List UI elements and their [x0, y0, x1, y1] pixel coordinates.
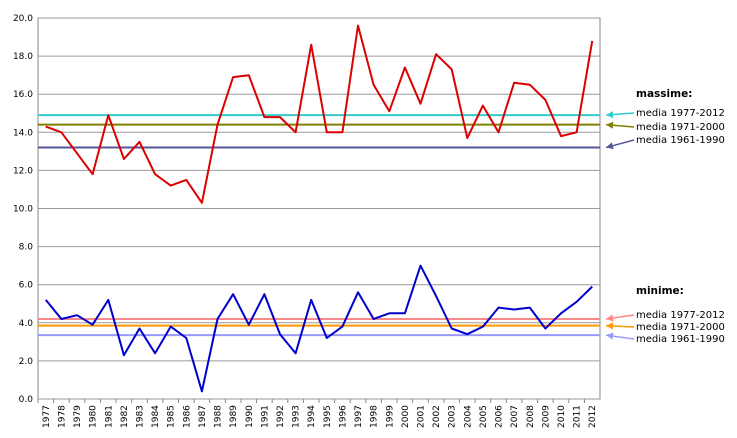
x-tick-label: 1980: [89, 405, 99, 428]
x-tick-label: 1993: [292, 405, 302, 428]
x-tick-label: 2001: [416, 405, 426, 428]
x-tick-label: 2006: [495, 405, 505, 428]
x-tick-label: 2008: [526, 405, 536, 428]
x-tick-label: 2004: [463, 405, 473, 428]
y-tick-label: 18.0: [13, 52, 33, 62]
legend-max-title: massime:: [636, 88, 692, 100]
x-tick-label: 1992: [276, 405, 286, 428]
legend-arrow-head: [606, 121, 614, 129]
series-line-min: [45, 264, 593, 393]
y-axis-tick-labels: 0.0 2.0 4.0 6.0 8.0 10.0 12.0 14.0 16.0 18.0 20.0: [13, 14, 33, 405]
y-tick-label: 12.0: [13, 166, 33, 176]
x-tick-label: 1994: [307, 405, 317, 428]
x-tick-label: 1989: [229, 405, 239, 428]
x-tick-label: 1988: [214, 405, 224, 428]
x-tick-label: 1984: [151, 405, 161, 428]
x-tick-label: 2010: [557, 405, 567, 428]
x-tick-label: 2007: [510, 405, 520, 428]
x-tick-label: 1983: [135, 405, 145, 428]
legend-entry-label: media 1961-1990: [636, 334, 725, 345]
y-tick-label: 2.0: [19, 357, 34, 367]
series-line-max: [45, 24, 594, 204]
y-tick-label: 6.0: [19, 281, 34, 291]
legend-entry-label: media 1961-1990: [636, 135, 725, 146]
x-tick-label: 1990: [245, 405, 255, 428]
y-tick-label: 4.0: [19, 319, 34, 329]
x-tick-label: 1997: [354, 405, 364, 428]
x-axis-tick-labels: 1977 1978 1979 1980 1981 1982 1983 1984 1985 1986…: [37, 399, 598, 428]
x-tick-label: 1979: [73, 405, 83, 428]
x-tick-label: 1996: [338, 405, 348, 428]
x-tick-label: 1981: [104, 405, 114, 428]
x-tick-label: 1985: [167, 405, 177, 428]
x-tick-label: 1999: [385, 405, 395, 428]
x-tick-label: 2011: [573, 405, 583, 428]
legend-entry-label: media 1977-2012: [636, 108, 725, 119]
x-tick-label: 2009: [541, 405, 551, 428]
legend-arrow-head: [606, 142, 614, 150]
y-tick-label: 0.0: [19, 395, 34, 405]
legend-arrow-head: [606, 111, 614, 119]
legend-min-title: minime:: [636, 285, 684, 297]
x-tick-label: 1986: [182, 405, 192, 428]
y-tick-label: 10.0: [13, 205, 33, 215]
x-tick-label: 2012: [588, 405, 598, 428]
x-tick-label: 1987: [198, 405, 208, 428]
x-tick-label: 2003: [448, 405, 458, 428]
legend-entry-label: media 1971-2000: [636, 322, 725, 333]
reference-lines: [38, 114, 600, 337]
x-tick-label: 2000: [401, 405, 411, 428]
x-tick-label: 2005: [479, 405, 489, 428]
legend-arrow-head: [606, 332, 614, 340]
legend-arrow-head: [606, 322, 614, 330]
x-tick-label: 2002: [432, 405, 442, 428]
x-tick-label: 1995: [323, 405, 333, 428]
x-tick-label: 1991: [260, 405, 270, 428]
legend-entry-label: media 1971-2000: [636, 122, 725, 133]
legend-entry-label: media 1977-2012: [636, 310, 725, 321]
y-tick-label: 16.0: [13, 90, 33, 100]
x-tick-label: 1982: [120, 405, 130, 428]
series-lines: [45, 24, 594, 393]
y-tick-label: 14.0: [13, 128, 33, 138]
y-tick-label: 20.0: [13, 14, 33, 24]
x-tick-label: 1977: [42, 405, 52, 428]
y-tick-label: 8.0: [19, 243, 34, 253]
legend-arrow-head: [606, 314, 614, 322]
x-tick-label: 1978: [57, 405, 67, 428]
x-tick-label: 1998: [370, 405, 380, 428]
